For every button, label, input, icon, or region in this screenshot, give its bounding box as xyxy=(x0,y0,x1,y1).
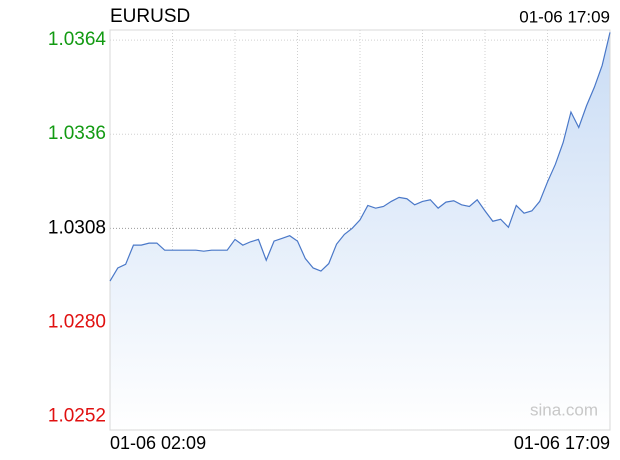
y-tick-label: 1.0364 xyxy=(48,29,107,50)
y-tick-label: 1.0336 xyxy=(48,123,106,144)
y-tick-label: 1.0280 xyxy=(48,311,106,332)
x-tick-label: 01-06 02:09 xyxy=(110,433,206,453)
price-line xyxy=(109,32,611,282)
timestamp: 01-06 17:09 xyxy=(519,7,610,26)
watermark: sina.com xyxy=(530,400,598,419)
chart-title: EURUSD xyxy=(110,6,190,27)
plot-frame xyxy=(109,29,611,431)
area-fill xyxy=(110,32,610,430)
y-tick-label: 1.0252 xyxy=(48,406,106,427)
x-tick-label: 01-06 17:09 xyxy=(514,433,610,453)
y-tick-label: 1.0308 xyxy=(48,217,106,238)
